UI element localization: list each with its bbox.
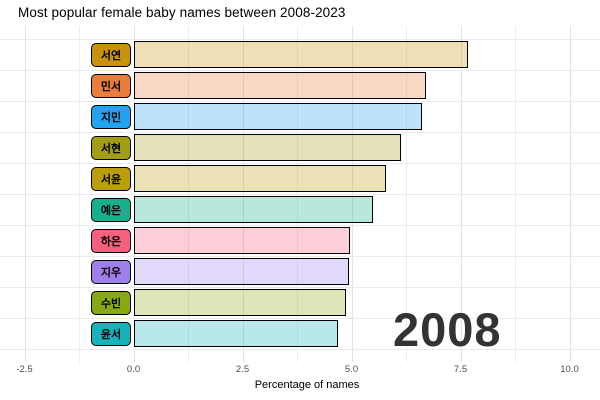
row-gridline	[0, 348, 600, 350]
x-tick-label: 2.5	[235, 364, 250, 375]
category-label: 서연	[91, 42, 131, 67]
x-tick-label: 5.0	[344, 364, 359, 375]
category-label: 하은	[91, 228, 131, 253]
row-gridline	[0, 162, 600, 164]
row-gridline	[0, 255, 600, 257]
row-gridline	[0, 286, 600, 288]
row-gridline	[0, 100, 600, 102]
category-label: 민서	[91, 73, 131, 98]
bar	[133, 227, 351, 254]
category-label: 서윤	[91, 166, 131, 191]
row-gridline	[0, 193, 600, 195]
bar	[133, 196, 373, 223]
row-gridline	[0, 131, 600, 133]
bar	[133, 134, 401, 161]
bar	[133, 103, 422, 130]
x-tick-label: -2.5	[16, 364, 33, 375]
category-label: 지민	[91, 104, 131, 129]
category-label: 윤서	[91, 321, 131, 346]
category-label: 서현	[91, 135, 131, 160]
bar	[133, 41, 468, 68]
bar	[133, 165, 387, 192]
chart-title: Most popular female baby names between 2…	[18, 5, 346, 20]
year-label: 2008	[393, 303, 502, 356]
row-gridline	[0, 224, 600, 226]
x-axis-title: Percentage of names	[254, 379, 360, 391]
bar	[133, 289, 346, 316]
bar	[133, 258, 350, 285]
x-tick-label: 7.5	[453, 364, 468, 375]
x-tick-label: 10.0	[560, 364, 579, 375]
row-gridline	[0, 69, 600, 71]
row-gridline	[0, 317, 600, 319]
x-tick-label: 0.0	[126, 364, 141, 375]
row-gridline	[0, 38, 600, 40]
category-label: 예은	[91, 197, 131, 222]
category-label: 수빈	[91, 290, 131, 315]
bar	[133, 72, 426, 99]
bar	[133, 320, 338, 347]
category-label: 지우	[91, 259, 131, 284]
